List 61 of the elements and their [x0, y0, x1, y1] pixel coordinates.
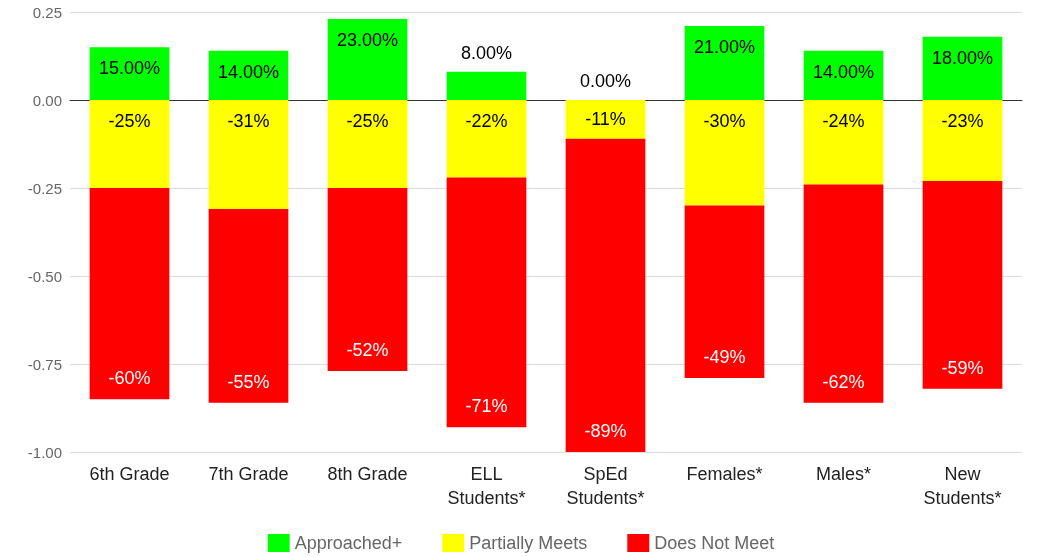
bar — [89, 188, 170, 400]
y-tick-label: -0.75 — [27, 355, 62, 373]
data-label: 8.00% — [460, 42, 513, 63]
bar — [446, 177, 527, 428]
bar — [684, 100, 765, 206]
data-label: -59% — [941, 357, 984, 378]
data-label: 18.00% — [931, 47, 994, 68]
x-tick-label: Females* — [686, 464, 763, 484]
x-tick-label: 8th Grade — [327, 464, 408, 484]
data-label: -55% — [227, 371, 270, 392]
data-label: 15.00% — [98, 58, 161, 79]
data-label: -31% — [227, 111, 270, 131]
bar — [922, 180, 1003, 389]
data-label: -52% — [346, 340, 389, 361]
data-label: -30% — [703, 111, 746, 131]
y-tick-label: -0.50 — [27, 267, 62, 285]
bar — [208, 209, 289, 403]
data-label: -49% — [703, 347, 746, 368]
x-tick-label: 6th Grade — [89, 464, 170, 484]
y-tick-label: -0.25 — [27, 179, 62, 197]
data-label: -60% — [108, 368, 151, 389]
legend-label: Partially Meets — [469, 533, 588, 553]
data-label: -11% — [585, 109, 626, 130]
data-label: 0.00% — [579, 71, 632, 91]
bar — [446, 100, 527, 178]
bar — [684, 26, 765, 100]
data-label: -25% — [108, 111, 151, 131]
bar — [89, 100, 170, 188]
data-label: -89% — [584, 421, 627, 441]
bar — [208, 100, 289, 210]
y-tick-label: -1.00 — [27, 443, 62, 461]
data-label: -24% — [822, 111, 865, 131]
bar — [327, 100, 408, 188]
data-label: -62% — [822, 371, 865, 392]
bar — [922, 36, 1003, 100]
bar — [803, 184, 884, 403]
x-tick-label: SpEd Students* — [566, 464, 645, 508]
y-tick-label: 0.00 — [32, 91, 62, 109]
x-tick-label: 7th Grade — [208, 464, 289, 484]
data-label: 14.00% — [812, 61, 875, 82]
data-label: -71% — [465, 396, 508, 417]
data-label: 23.00% — [336, 30, 399, 51]
legend-label: Does Not Meet — [654, 533, 775, 553]
bar — [565, 138, 646, 452]
x-tick-label: New Students* — [923, 464, 1002, 508]
y-tick-label: 0.25 — [32, 3, 62, 21]
data-label: 21.00% — [693, 37, 756, 58]
data-label: 14.00% — [217, 61, 280, 82]
bar — [803, 100, 884, 185]
legend-label: Approached+ — [294, 533, 403, 553]
x-tick-label: Males* — [815, 464, 872, 484]
bar — [565, 100, 646, 139]
bar — [327, 188, 408, 372]
data-label: -22% — [465, 111, 508, 131]
bar — [327, 19, 408, 100]
bar — [684, 205, 765, 379]
bar — [446, 71, 527, 100]
data-label: -25% — [346, 111, 389, 131]
bar — [922, 100, 1003, 181]
x-tick-label: ELL Students* — [447, 464, 526, 508]
data-label: -23% — [941, 111, 984, 131]
